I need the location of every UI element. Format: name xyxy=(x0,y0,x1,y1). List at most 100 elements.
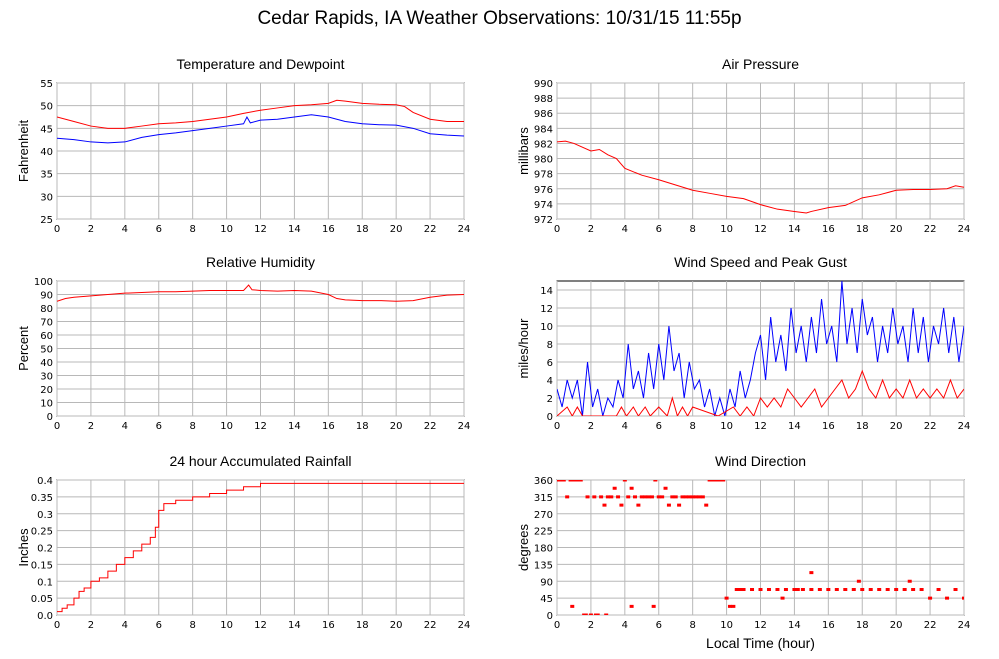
panel-title: Temperature and Dewpoint xyxy=(176,56,344,72)
data-point xyxy=(629,604,634,608)
data-point xyxy=(717,480,722,482)
data-point xyxy=(714,480,719,482)
data-point xyxy=(565,495,570,499)
panel-title: Relative Humidity xyxy=(206,254,315,270)
plot-area xyxy=(57,99,464,144)
y-tick-label: 70 xyxy=(40,318,53,329)
y-tick-label: 12 xyxy=(540,304,553,315)
y-tick-label: 60 xyxy=(40,331,53,342)
x-tick-label: 16 xyxy=(822,620,835,631)
panel-title: Wind Speed and Peak Gust xyxy=(674,254,847,270)
x-tick-label: 18 xyxy=(356,224,369,235)
y-tick-label: 35 xyxy=(40,170,53,181)
y-tick-label: 40 xyxy=(40,358,53,369)
x-tick-label: 0 xyxy=(554,620,560,631)
x-tick-label: 12 xyxy=(754,224,767,235)
x-tick-label: 18 xyxy=(856,421,869,432)
y-axis-label: degrees xyxy=(516,524,531,571)
y-tick-label: 360 xyxy=(534,476,553,487)
panel-title: Air Pressure xyxy=(722,56,799,72)
data-point xyxy=(578,480,583,482)
data-point xyxy=(592,495,597,499)
x-tick-label: 4 xyxy=(622,620,628,631)
data-point xyxy=(599,495,604,499)
x-tick-label: 10 xyxy=(220,620,233,631)
x-tick-label: 4 xyxy=(122,620,128,631)
data-point xyxy=(629,486,634,490)
data-point xyxy=(885,588,890,591)
data-point xyxy=(731,604,736,608)
x-tick-label: 14 xyxy=(288,224,301,235)
y-tick-label: 20 xyxy=(40,385,53,396)
x-tick-label: 10 xyxy=(720,620,733,631)
data-point xyxy=(711,480,716,482)
data-point xyxy=(575,480,580,482)
data-point xyxy=(750,588,755,591)
x-tick-label: 10 xyxy=(220,421,233,432)
y-tick-label: 10 xyxy=(40,399,53,410)
data-point xyxy=(894,588,899,591)
x-tick-label: 4 xyxy=(622,421,628,432)
data-point xyxy=(795,588,800,591)
data-point xyxy=(687,495,692,499)
y-tick-label: 0.3 xyxy=(37,510,53,521)
data-point xyxy=(649,495,654,499)
x-tick-label: 2 xyxy=(588,224,594,235)
x-tick-label: 2 xyxy=(88,620,94,631)
x-tick-label: 20 xyxy=(890,224,903,235)
y-axis-label: miles/hour xyxy=(516,318,531,379)
chart-press: 0 2 4 6 8 10 12 14 16 18 20 22 249729749769789809829… xyxy=(516,56,970,235)
x-tick-label: 24 xyxy=(958,620,971,631)
y-tick-label: 14 xyxy=(540,286,553,297)
plot-area xyxy=(557,281,964,416)
x-tick-label: 18 xyxy=(856,620,869,631)
y-tick-label: 55 xyxy=(40,79,53,90)
data-point xyxy=(677,503,682,507)
x-tick-label: 6 xyxy=(156,620,162,631)
x-tick-label: 6 xyxy=(156,224,162,235)
y-tick-label: 90 xyxy=(540,577,553,588)
data-point xyxy=(704,503,709,507)
y-axis-label: Inches xyxy=(16,528,31,567)
y-tick-label: 4 xyxy=(547,376,553,387)
data-point xyxy=(680,495,685,499)
data-point xyxy=(568,480,573,482)
data-point xyxy=(962,596,964,600)
x-tick-label: 10 xyxy=(720,224,733,235)
data-point xyxy=(636,503,641,507)
x-tick-label: 0 xyxy=(54,620,60,631)
y-tick-label: 135 xyxy=(534,560,553,571)
data-point xyxy=(780,596,785,600)
data-point xyxy=(734,588,739,591)
y-tick-label: 986 xyxy=(534,109,553,120)
data-point xyxy=(670,495,675,499)
data-point xyxy=(646,495,651,499)
x-tick-label: 14 xyxy=(288,421,301,432)
x-tick-label: 4 xyxy=(622,224,628,235)
y-tick-label: 980 xyxy=(534,155,553,166)
series-line-1 xyxy=(57,99,464,129)
y-tick-label: 180 xyxy=(534,544,553,555)
data-point xyxy=(792,588,797,591)
y-tick-label: 80 xyxy=(40,304,53,315)
data-point xyxy=(738,588,743,591)
data-point xyxy=(766,588,771,591)
data-point xyxy=(588,613,593,615)
data-point xyxy=(877,588,882,591)
data-point xyxy=(936,588,941,591)
data-point xyxy=(953,588,958,591)
data-point xyxy=(721,480,726,482)
x-tick-label: 16 xyxy=(822,224,835,235)
x-tick-label: 18 xyxy=(356,620,369,631)
x-tick-label: 2 xyxy=(88,224,94,235)
y-tick-label: 982 xyxy=(534,139,553,150)
y-tick-label: 0.2 xyxy=(37,544,53,555)
plot-area xyxy=(57,284,464,302)
x-tick-label: 22 xyxy=(924,224,937,235)
x-tick-label: 22 xyxy=(424,620,437,631)
data-point xyxy=(561,480,566,482)
x-tick-label: 24 xyxy=(458,421,471,432)
data-point xyxy=(902,588,907,591)
x-tick-label: 20 xyxy=(390,421,403,432)
data-point xyxy=(602,503,607,507)
